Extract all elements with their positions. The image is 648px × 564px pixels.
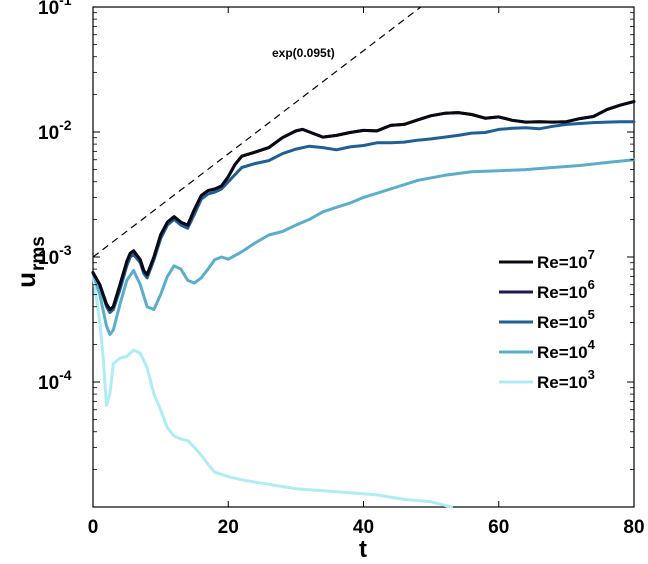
legend-label-3: Re=103 xyxy=(537,367,595,392)
x-tick-label-40: 40 xyxy=(353,517,374,538)
reference-line-group xyxy=(92,6,422,258)
x-tick-label-20: 20 xyxy=(218,517,239,538)
legend-label-exp: 4 xyxy=(588,337,596,352)
y-tick-label-base: 10 xyxy=(38,373,59,394)
y-axis-label-main: u xyxy=(11,272,41,288)
y-tick-label--1: 10-1 xyxy=(38,0,72,19)
legend-label-base: Re=10 xyxy=(537,253,588,272)
legend-label-exp: 5 xyxy=(588,307,595,322)
y-tick-label-exp: -2 xyxy=(59,117,72,133)
series-line-7 xyxy=(91,100,636,311)
y-tick-label--3: 10-3 xyxy=(38,242,72,269)
series-line-3 xyxy=(91,271,453,509)
y-tick-label-exp: -3 xyxy=(59,242,72,258)
y-tick-label-base: 10 xyxy=(38,0,59,19)
x-tick-label-80: 80 xyxy=(623,517,644,538)
series-group xyxy=(91,100,636,509)
reference-line xyxy=(92,6,422,258)
legend-label-exp: 7 xyxy=(588,247,595,262)
legend-label-base: Re=10 xyxy=(537,313,588,332)
legend-label-5: Re=105 xyxy=(537,307,595,332)
series-line-4 xyxy=(91,158,636,336)
y-axis-label-sub: rms xyxy=(28,236,49,271)
x-axis-label: t xyxy=(359,536,367,563)
y-tick-label--2: 10-2 xyxy=(38,117,72,144)
legend-label-base: Re=10 xyxy=(537,373,588,392)
legend-label-base: Re=10 xyxy=(537,283,588,302)
y-tick-label-exp: -1 xyxy=(59,0,72,8)
legend-label-7: Re=107 xyxy=(537,247,595,272)
legend-label-base: Re=10 xyxy=(537,343,588,362)
svg-text:urms: urms xyxy=(11,236,49,288)
legend-label-exp: 6 xyxy=(588,277,595,292)
legend-label-4: Re=104 xyxy=(537,337,596,362)
y-tick-label-base: 10 xyxy=(38,123,59,144)
x-tick-label-0: 0 xyxy=(88,517,99,538)
series-line-5 xyxy=(91,120,636,314)
legend-label-exp: 3 xyxy=(588,367,595,382)
y-tick-label-exp: -4 xyxy=(59,367,72,383)
legend-label-6: Re=106 xyxy=(537,277,595,302)
y-tick-label--4: 10-4 xyxy=(38,367,72,394)
reference-line-label: exp(0.095t) xyxy=(272,46,335,60)
x-tick-label-60: 60 xyxy=(488,517,509,538)
plot-frame xyxy=(92,6,635,508)
y-tick-label-base: 10 xyxy=(38,248,59,269)
y-axis-label: urms xyxy=(11,236,49,288)
